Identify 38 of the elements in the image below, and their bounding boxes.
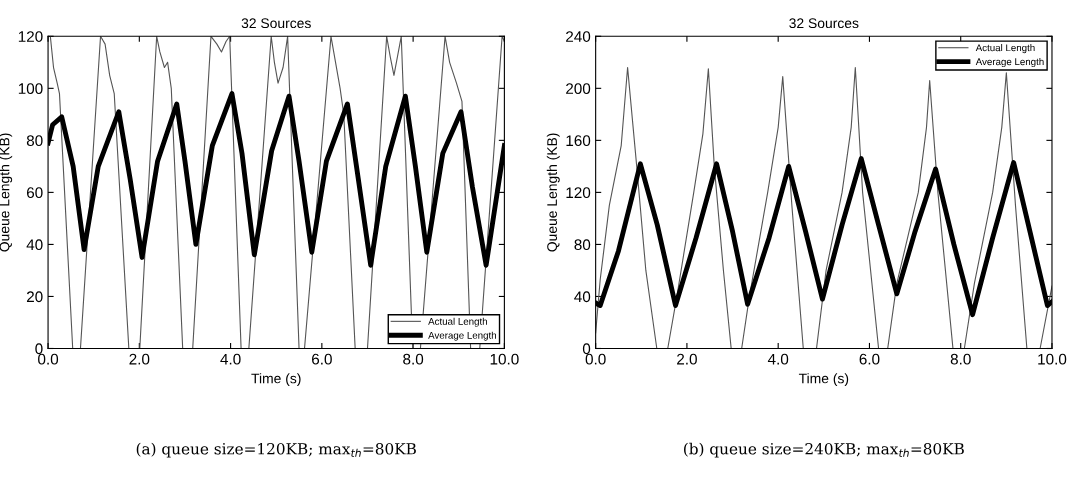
legend-label: Actual Length xyxy=(428,317,487,327)
y-tick-label: 160 xyxy=(566,135,591,147)
x-tick-label: 6.0 xyxy=(859,353,880,365)
y-tick-label: 80 xyxy=(26,135,43,147)
legend-label: Actual Length xyxy=(975,44,1035,54)
y-axis-title: Queue Length (KB) xyxy=(546,133,560,252)
y-tick-label: 240 xyxy=(566,31,591,42)
y-tick-label: 20 xyxy=(26,291,43,303)
y-tick-label: 0 xyxy=(582,343,591,355)
x-tick-label: 10.0 xyxy=(1038,353,1067,365)
y-tick-label: 100 xyxy=(18,83,43,95)
y-tick-label: 40 xyxy=(26,239,43,251)
x-tick-label: 8.0 xyxy=(403,353,424,365)
chart-title: 32 Sources xyxy=(241,18,311,29)
legend-label: Average Length xyxy=(975,58,1044,68)
x-tick-label: 10.0 xyxy=(490,353,519,365)
chart-title: 32 Sources xyxy=(789,18,859,29)
x-axis-title: Time (s) xyxy=(798,373,849,387)
x-tick-label: 8.0 xyxy=(950,353,971,365)
x-tick-label: 0.0 xyxy=(38,353,59,365)
y-tick-label: 0 xyxy=(35,343,43,355)
x-tick-label: 4.0 xyxy=(767,353,789,365)
y-tick-label: 80 xyxy=(574,239,591,251)
x-tick-label: 2.0 xyxy=(129,353,150,365)
legend-label: Average Length xyxy=(428,331,496,341)
y-axis-title: Queue Length (KB) xyxy=(0,133,13,252)
x-tick-label: 4.0 xyxy=(220,353,241,365)
x-tick-label: 0.0 xyxy=(585,353,606,365)
y-tick-label: 60 xyxy=(26,187,43,199)
text: (a) queue size=120KB; max$_{th}$=80KB xyxy=(136,442,416,458)
y-tick-label: 200 xyxy=(566,83,591,95)
text: (b) queue size=240KB; max$_{th}$=80KB xyxy=(684,442,964,458)
x-tick-label: 6.0 xyxy=(312,353,332,365)
x-axis-title: Time (s) xyxy=(251,373,301,387)
y-tick-label: 120 xyxy=(566,187,591,199)
y-tick-label: 40 xyxy=(574,291,591,303)
x-tick-label: 2.0 xyxy=(677,353,697,365)
y-tick-label: 120 xyxy=(18,31,43,42)
